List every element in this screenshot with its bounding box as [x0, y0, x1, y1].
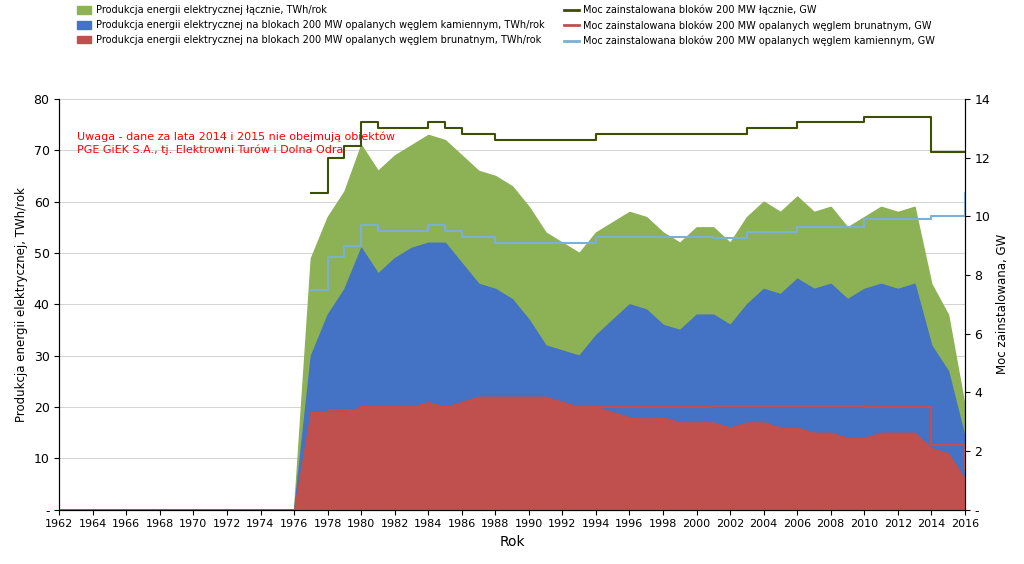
Y-axis label: Produkcja energii elektrycznej, TWh/rok: Produkcja energii elektrycznej, TWh/rok: [15, 187, 28, 422]
Legend: Produkcja energii elektrycznej łącznie, TWh/rok, Produkcja energii elektrycznej : Produkcja energii elektrycznej łącznie, …: [77, 5, 935, 46]
Y-axis label: Moc zainstalowana, GW: Moc zainstalowana, GW: [996, 234, 1009, 374]
Text: Uwaga - dane za lata 2014 i 2015 nie obejmują obiektów
PGE GiEK S.A., tj. Elektr: Uwaga - dane za lata 2014 i 2015 nie obe…: [78, 132, 395, 155]
X-axis label: Rok: Rok: [500, 535, 525, 549]
